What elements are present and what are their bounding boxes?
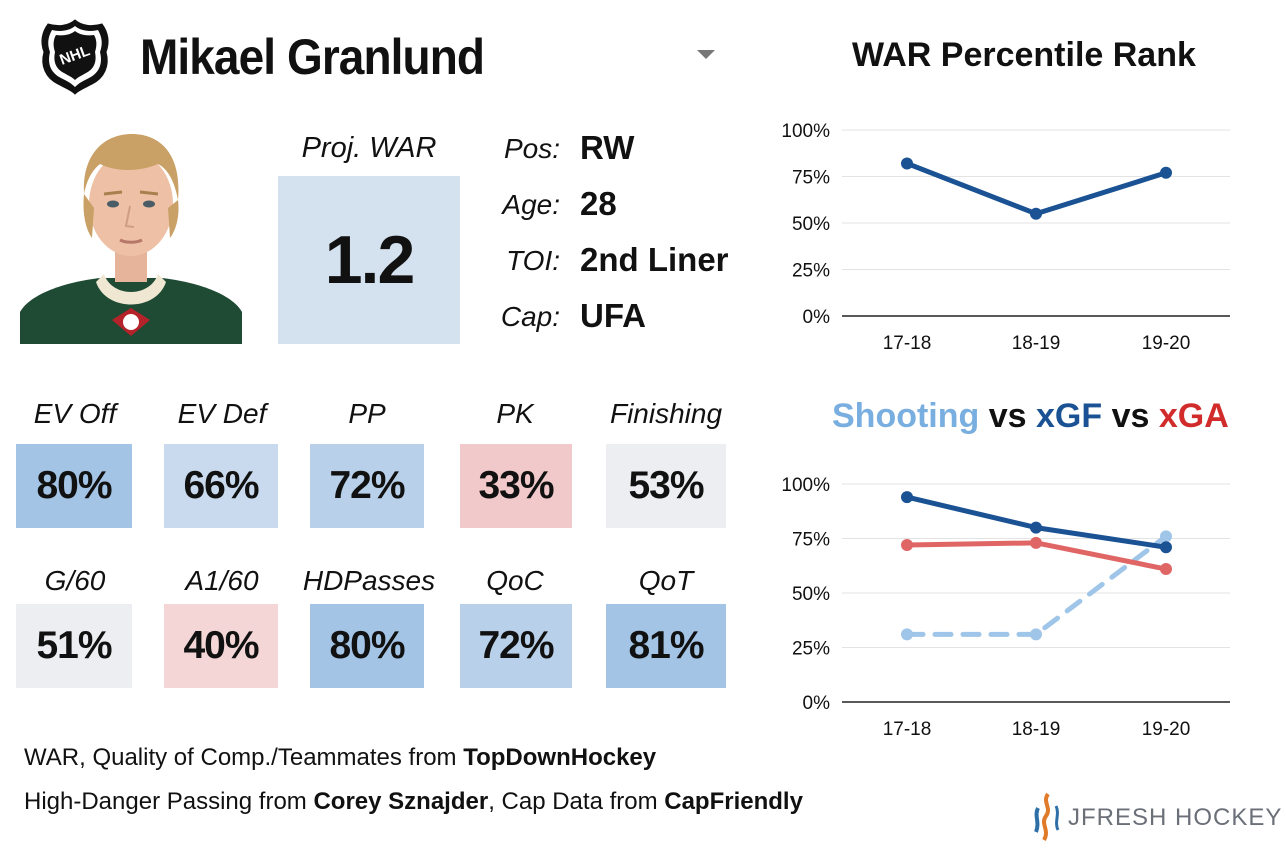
y-tick-label: 75% bbox=[792, 168, 830, 189]
metric-tile-a160: 40% bbox=[164, 604, 278, 688]
age-label: Age: bbox=[502, 189, 560, 220]
chart-title-part: vs bbox=[1102, 397, 1159, 435]
brand-name: JFRESH HOCKEY bbox=[1068, 804, 1283, 831]
player-photo bbox=[20, 122, 242, 344]
metric-tile-ev-def: 66% bbox=[164, 444, 278, 528]
shooting-xgf-xga-chart: 0% 25% 50% 75% 100% 17-18 18-19 19-20 bbox=[781, 475, 1230, 740]
x-tick-label: 19-20 bbox=[1142, 333, 1191, 354]
metric-value: 72% bbox=[329, 464, 405, 507]
chart-title-part: xGA bbox=[1158, 397, 1229, 435]
metric-label-pp: PP bbox=[348, 398, 386, 429]
y-tick-label: 50% bbox=[792, 214, 830, 235]
chart-title-part: vs bbox=[979, 397, 1037, 435]
x-tick-label: 17-18 bbox=[883, 333, 932, 354]
toi-value: 2nd Liner bbox=[580, 241, 729, 278]
footer-text: High-Danger Passing from bbox=[24, 788, 314, 815]
metric-label-ev-off: EV Off bbox=[33, 398, 117, 429]
y-tick-label: 0% bbox=[803, 307, 831, 328]
metric-value: 40% bbox=[183, 624, 259, 667]
metric-tile-ev-off: 80% bbox=[16, 444, 132, 528]
y-tick-label: 25% bbox=[792, 639, 830, 660]
metric-label-qoc: QoC bbox=[486, 565, 544, 596]
y-tick-label: 100% bbox=[781, 121, 830, 142]
chevron-down-icon[interactable] bbox=[697, 50, 715, 59]
data-point bbox=[1030, 207, 1042, 220]
metric-value: 81% bbox=[628, 624, 704, 667]
metric-tile-g60: 51% bbox=[16, 604, 132, 688]
metric-value: 66% bbox=[183, 464, 259, 507]
data-point bbox=[1160, 541, 1172, 554]
footer-credit-line-1: WAR, Quality of Comp./Teammates from Top… bbox=[24, 744, 656, 772]
position-label: Pos: bbox=[503, 133, 560, 164]
series-line bbox=[904, 160, 1169, 217]
data-point bbox=[1160, 530, 1172, 543]
data-point bbox=[901, 539, 913, 552]
chart-title-part: Shooting bbox=[832, 397, 980, 435]
data-point bbox=[1160, 563, 1172, 576]
data-point bbox=[1160, 166, 1172, 179]
metric-tile-qot: 81% bbox=[606, 604, 726, 688]
y-tick-label: 25% bbox=[792, 261, 830, 282]
metric-value: 72% bbox=[478, 624, 554, 667]
metric-tile-pp: 72% bbox=[310, 444, 424, 528]
toi-label: TOI: bbox=[506, 245, 560, 276]
y-tick-label: 75% bbox=[792, 530, 830, 551]
data-point bbox=[1030, 536, 1042, 549]
metric-tile-hdpasses: 80% bbox=[310, 604, 424, 688]
x-tick-label: 17-18 bbox=[883, 719, 932, 740]
cap-label: Cap: bbox=[500, 301, 560, 332]
metric-value: 80% bbox=[329, 624, 405, 667]
jfresh-logo-icon bbox=[1034, 792, 1060, 842]
player-name: Mikael Granlund bbox=[140, 29, 485, 85]
metric-label-g60: G/60 bbox=[44, 565, 106, 596]
footer-text: WAR, Quality of Comp./Teammates from bbox=[24, 744, 464, 771]
metric-value: 33% bbox=[478, 464, 554, 507]
proj-war-box: 1.2 bbox=[278, 176, 460, 344]
data-point bbox=[901, 628, 913, 641]
chart-title-part: xGF bbox=[1036, 397, 1103, 435]
data-point bbox=[901, 157, 913, 170]
nhl-shield-icon: NHL bbox=[41, 19, 109, 95]
position-value: RW bbox=[580, 129, 635, 166]
metric-label-ev-def: EV Def bbox=[177, 398, 267, 429]
y-tick-label: 0% bbox=[803, 693, 831, 714]
metric-tile-qoc: 72% bbox=[460, 604, 572, 688]
age-value: 28 bbox=[580, 185, 617, 222]
x-tick-label: 18-19 bbox=[1012, 719, 1061, 740]
y-tick-label: 100% bbox=[781, 475, 830, 496]
metric-value: 80% bbox=[36, 464, 112, 507]
x-tick-label: 19-20 bbox=[1142, 719, 1191, 740]
metric-label-pk: PK bbox=[496, 398, 534, 429]
y-tick-label: 50% bbox=[792, 584, 830, 605]
footer-source-capfriendly: CapFriendly bbox=[664, 788, 803, 815]
chart-title-war-percentile: WAR Percentile Rank bbox=[852, 36, 1196, 74]
metric-label-qot: QoT bbox=[638, 565, 694, 596]
metric-value: 53% bbox=[628, 464, 704, 507]
footer-credit-line-2: High-Danger Passing from Corey Sznajder,… bbox=[24, 788, 803, 816]
war-percentile-chart: 0% 25% 50% 75% 100% 17-18 18-19 19-20 bbox=[781, 121, 1230, 354]
data-point bbox=[901, 491, 913, 504]
proj-war-label: Proj. WAR bbox=[301, 132, 437, 164]
metric-label-finishing: Finishing bbox=[609, 398, 723, 429]
cap-value: UFA bbox=[580, 297, 646, 334]
data-point bbox=[1030, 521, 1042, 534]
x-tick-label: 18-19 bbox=[1012, 333, 1061, 354]
footer-source-topdownhockey: TopDownHockey bbox=[463, 744, 657, 771]
footer-source-corey-sznajder: Corey Sznajder bbox=[313, 788, 489, 815]
metric-tile-pk: 33% bbox=[460, 444, 572, 528]
metric-label-hdpasses: HDPasses bbox=[302, 565, 436, 596]
proj-war-value: 1.2 bbox=[324, 222, 416, 298]
footer-text: , Cap Data from bbox=[488, 788, 665, 815]
metric-tile-finishing: 53% bbox=[606, 444, 726, 528]
series-line-shooting bbox=[904, 533, 1169, 637]
metric-value: 51% bbox=[36, 624, 112, 667]
metric-label-a160: A1/60 bbox=[185, 565, 259, 596]
chart-title-shooting-xgf-xga: Shooting vs xGF vs xGA bbox=[832, 397, 1229, 436]
data-point bbox=[1030, 628, 1042, 641]
